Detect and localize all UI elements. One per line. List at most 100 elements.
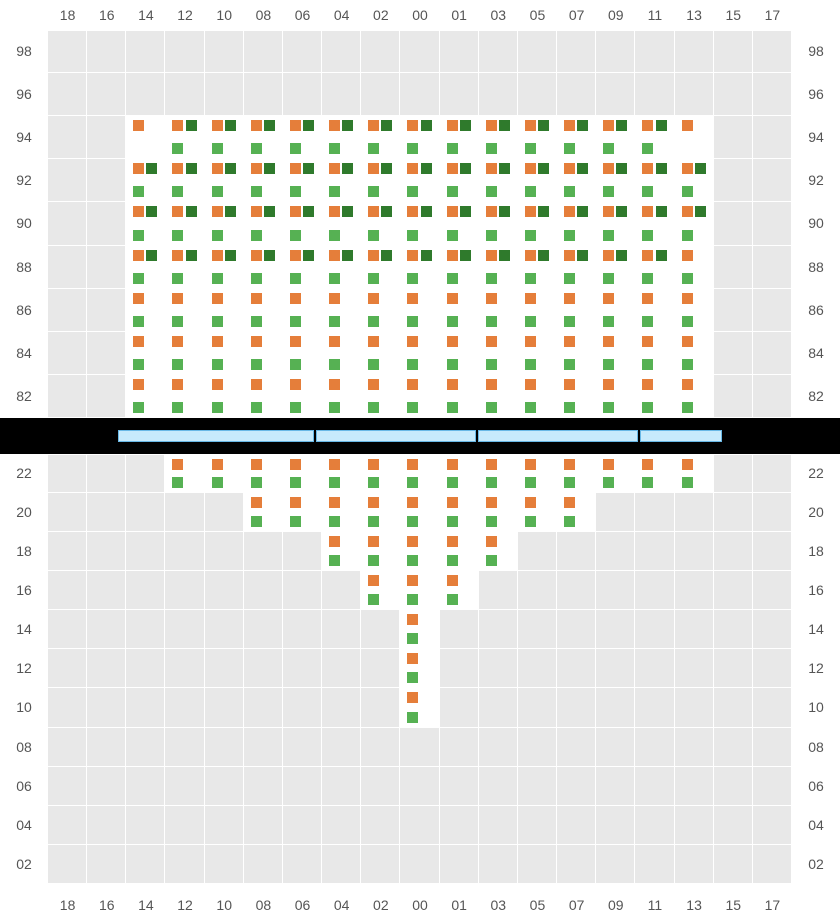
slot-active[interactable] (440, 246, 479, 289)
slot-active[interactable] (440, 202, 479, 245)
slot-active[interactable] (479, 289, 518, 332)
slot-active[interactable] (322, 332, 361, 375)
slot-active[interactable] (635, 159, 674, 202)
slot-active[interactable] (283, 493, 322, 532)
slot-active[interactable] (244, 375, 283, 418)
slot-active[interactable] (440, 571, 479, 610)
slot-active[interactable] (440, 532, 479, 571)
slot-active[interactable] (440, 116, 479, 159)
slot-active[interactable] (165, 202, 204, 245)
slot-active[interactable] (244, 159, 283, 202)
slot-active[interactable] (675, 332, 714, 375)
slot-active[interactable] (400, 375, 439, 418)
slot-active[interactable] (165, 375, 204, 418)
slot-active[interactable] (440, 159, 479, 202)
slot-active[interactable] (557, 493, 596, 532)
slot-active[interactable] (322, 289, 361, 332)
slot-active[interactable] (635, 246, 674, 289)
slot-active[interactable] (205, 332, 244, 375)
slot-active[interactable] (165, 246, 204, 289)
slot-active[interactable] (518, 493, 557, 532)
slot-active[interactable] (244, 332, 283, 375)
slot-active[interactable] (205, 454, 244, 493)
slot-active[interactable] (596, 289, 635, 332)
slot-active[interactable] (361, 375, 400, 418)
slot-active[interactable] (244, 116, 283, 159)
slot-active[interactable] (400, 454, 439, 493)
slot-active[interactable] (322, 454, 361, 493)
slot-active[interactable] (557, 202, 596, 245)
slot-active[interactable] (479, 202, 518, 245)
slot-active[interactable] (400, 116, 439, 159)
slot-active[interactable] (557, 246, 596, 289)
slot-active[interactable] (283, 289, 322, 332)
slot-active[interactable] (479, 454, 518, 493)
slot-active[interactable] (635, 332, 674, 375)
slot-active[interactable] (518, 375, 557, 418)
slot-active[interactable] (361, 159, 400, 202)
slot-active[interactable] (361, 454, 400, 493)
slot-active[interactable] (557, 332, 596, 375)
slot-active[interactable] (400, 289, 439, 332)
slot-active[interactable] (440, 332, 479, 375)
slot-active[interactable] (557, 289, 596, 332)
slot-active[interactable] (283, 202, 322, 245)
slot-active[interactable] (675, 289, 714, 332)
slot-active[interactable] (205, 202, 244, 245)
slot-active[interactable] (675, 454, 714, 493)
slot-active[interactable] (322, 246, 361, 289)
slot-active[interactable] (322, 159, 361, 202)
slot-active[interactable] (126, 332, 165, 375)
slot-active[interactable] (165, 332, 204, 375)
slot-active[interactable] (518, 332, 557, 375)
slot-active[interactable] (322, 116, 361, 159)
slot-active[interactable] (400, 332, 439, 375)
slot-active[interactable] (244, 246, 283, 289)
slot-active[interactable] (557, 116, 596, 159)
slot-active[interactable] (400, 159, 439, 202)
slot-active[interactable] (126, 116, 165, 159)
slot-active[interactable] (635, 116, 674, 159)
slot-active[interactable] (635, 454, 674, 493)
slot-active[interactable] (479, 246, 518, 289)
slot-active[interactable] (244, 493, 283, 532)
slot-active[interactable] (165, 116, 204, 159)
slot-active[interactable] (322, 202, 361, 245)
slot-active[interactable] (518, 159, 557, 202)
slot-active[interactable] (518, 289, 557, 332)
slot-active[interactable] (205, 116, 244, 159)
slot-active[interactable] (205, 159, 244, 202)
slot-active[interactable] (283, 159, 322, 202)
slot-active[interactable] (244, 289, 283, 332)
slot-active[interactable] (635, 375, 674, 418)
slot-active[interactable] (126, 246, 165, 289)
slot-active[interactable] (557, 375, 596, 418)
slot-active[interactable] (361, 332, 400, 375)
slot-active[interactable] (635, 289, 674, 332)
slot-active[interactable] (283, 116, 322, 159)
slot-active[interactable] (165, 159, 204, 202)
slot-active[interactable] (165, 454, 204, 493)
slot-active[interactable] (165, 289, 204, 332)
slot-active[interactable] (126, 289, 165, 332)
slot-active[interactable] (479, 116, 518, 159)
slot-active[interactable] (479, 332, 518, 375)
slot-active[interactable] (205, 289, 244, 332)
slot-active[interactable] (244, 202, 283, 245)
slot-active[interactable] (675, 116, 714, 159)
slot-active[interactable] (596, 159, 635, 202)
slot-active[interactable] (322, 375, 361, 418)
slot-active[interactable] (518, 116, 557, 159)
slot-active[interactable] (322, 493, 361, 532)
slot-active[interactable] (283, 246, 322, 289)
slot-active[interactable] (400, 649, 439, 688)
slot-active[interactable] (361, 289, 400, 332)
slot-active[interactable] (557, 454, 596, 493)
slot-active[interactable] (479, 532, 518, 571)
slot-active[interactable] (400, 532, 439, 571)
slot-active[interactable] (400, 246, 439, 289)
slot-active[interactable] (361, 116, 400, 159)
slot-active[interactable] (596, 116, 635, 159)
slot-active[interactable] (675, 202, 714, 245)
slot-active[interactable] (479, 375, 518, 418)
